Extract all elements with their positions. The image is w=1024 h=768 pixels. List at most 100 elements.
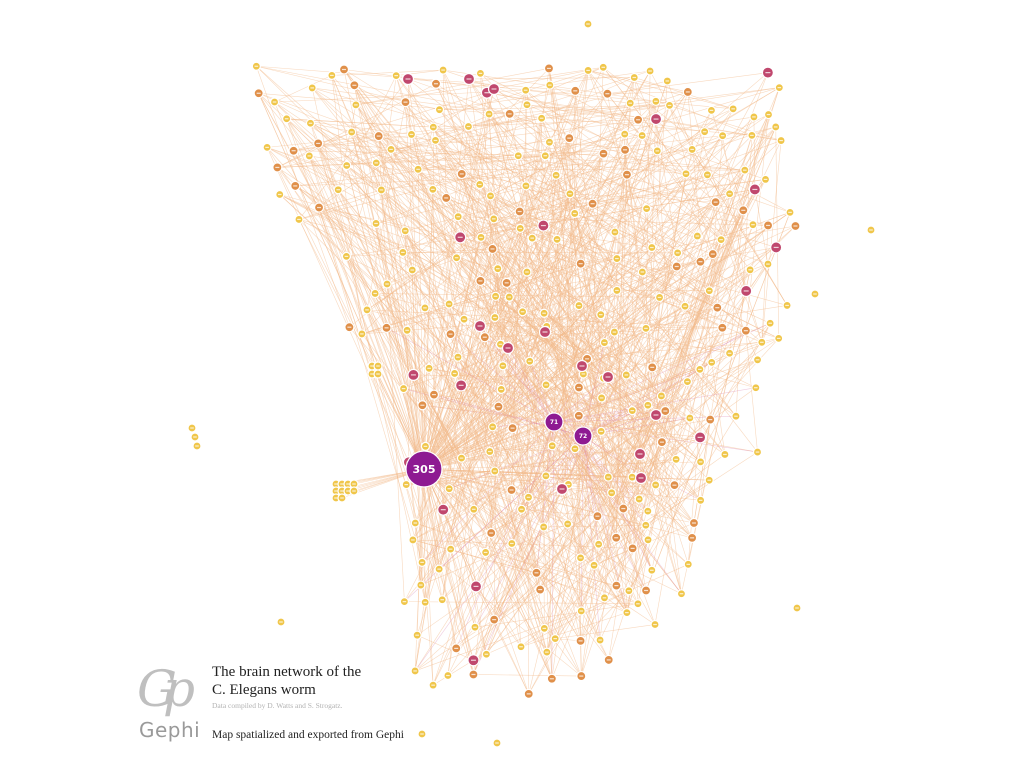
edge: [331, 75, 363, 334]
graph-node: [275, 189, 285, 200]
graph-node: [522, 267, 532, 277]
graph-node: [417, 557, 427, 567]
node-micro-label: [755, 359, 760, 361]
graph-node: [752, 447, 763, 457]
edge: [745, 330, 758, 453]
graph-node: [402, 325, 412, 335]
graph-node: [410, 666, 420, 676]
graph-node: [333, 185, 343, 195]
node-micro-label: [632, 76, 637, 79]
graph-node: [731, 411, 741, 421]
graph-node: [438, 65, 448, 75]
edge: [473, 68, 550, 675]
edge: [545, 155, 653, 368]
graph-node: [351, 100, 361, 110]
edge: [432, 77, 635, 686]
graph-node: [598, 62, 608, 72]
graph-node: [537, 219, 550, 232]
edge: [423, 70, 589, 470]
graph-node: [496, 384, 506, 394]
graph-node: [522, 100, 532, 110]
graph-node: [629, 72, 639, 83]
graph-node: [702, 170, 712, 180]
node-micro-label: [606, 659, 611, 661]
node-micro-label: [709, 361, 714, 363]
edge: [274, 101, 695, 524]
edge: [377, 365, 425, 470]
node-micro-label: [452, 372, 457, 375]
edge: [640, 114, 769, 479]
graph-node: [589, 560, 599, 570]
graph-node: [707, 357, 717, 367]
edge: [669, 105, 714, 255]
node-micro-label: [457, 236, 463, 238]
node-micro-label: [466, 78, 472, 80]
graph-node: [763, 109, 774, 120]
graph-node: [792, 603, 802, 613]
edge: [473, 479, 710, 661]
edge: [414, 479, 710, 672]
edge: [318, 88, 495, 208]
node-micro-label: [606, 476, 611, 478]
node-micro-label: [473, 626, 477, 628]
graph-node: [685, 413, 695, 423]
edge: [331, 75, 474, 675]
edge: [568, 459, 677, 485]
edge: [441, 113, 510, 600]
edge: [423, 101, 657, 470]
graph-node: [763, 259, 773, 269]
graph-node: [620, 129, 630, 139]
graph-node: [357, 329, 367, 339]
edge: [413, 72, 769, 376]
node-micro-label: [679, 593, 684, 595]
node-micro-label: [748, 269, 752, 271]
graph-node: [481, 649, 491, 659]
node-micro-label: [795, 607, 799, 609]
node-micro-label: [644, 208, 649, 210]
graph-node: [487, 82, 501, 96]
graph-node: [445, 329, 456, 340]
graph-node: [707, 248, 718, 260]
graph-node: [693, 431, 707, 444]
edge: [450, 359, 758, 550]
graph-node: [683, 559, 693, 569]
graph-node: [633, 599, 643, 609]
graph-node: [304, 151, 314, 161]
graph-node: [469, 580, 483, 593]
node-micro-label: [509, 489, 514, 491]
graph-node: [752, 355, 763, 365]
graph-node: [751, 383, 761, 393]
graph-node: [748, 183, 761, 196]
node-micro-label: [484, 653, 489, 655]
graph-node: [525, 356, 535, 366]
node-micro-label: [538, 588, 543, 591]
edge: [317, 143, 416, 524]
node-micro-label: [559, 488, 565, 490]
node-micro-label: [433, 83, 439, 85]
graph-node: [706, 105, 717, 115]
edge: [386, 153, 604, 329]
node-micro-label: [675, 252, 680, 254]
graph-node: [660, 405, 671, 417]
node-micro-label: [592, 564, 596, 566]
node-micro-label: [373, 292, 377, 295]
node-micro-label: [601, 152, 606, 155]
node-micro-label: [869, 229, 873, 231]
node-micro-label: [448, 333, 453, 335]
node-micro-label: [578, 557, 583, 559]
node-micro-label: [477, 325, 483, 327]
node-micro-label: [459, 173, 464, 175]
graph-node: [543, 63, 555, 74]
graph-node: [570, 444, 580, 454]
node-micro-label: [637, 498, 642, 500]
graph-node: [641, 520, 651, 530]
edge: [473, 674, 582, 677]
node-micro-label: [601, 66, 606, 68]
node-micro-label: [650, 569, 654, 571]
graph-node: [757, 337, 767, 347]
node-micro-label: [484, 92, 490, 94]
node-micro-label: [291, 150, 296, 152]
node-micro-label: [719, 239, 723, 241]
node-micro-label: [640, 134, 644, 137]
